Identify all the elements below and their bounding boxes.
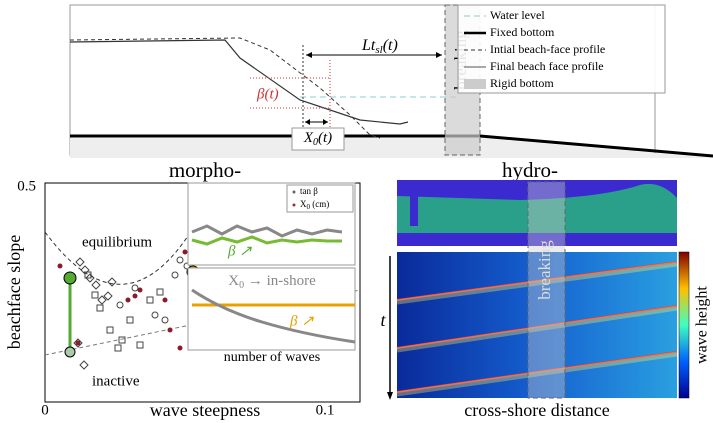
point bbox=[136, 341, 144, 349]
point bbox=[146, 296, 154, 304]
y-axis-label: beachface slope bbox=[4, 235, 24, 349]
point bbox=[177, 345, 183, 351]
point bbox=[137, 287, 143, 293]
point bbox=[126, 316, 134, 324]
time-axis-label: t bbox=[380, 310, 386, 330]
top-panel: breaking Ltsl(t) β(t) X0(t) Water levelF… bbox=[69, 4, 713, 158]
point bbox=[118, 336, 126, 344]
point bbox=[96, 304, 104, 312]
inset-x-label: number of waves bbox=[224, 350, 320, 365]
legend-entry: X0 (cm) bbox=[300, 199, 329, 211]
beta-label: β(t) bbox=[256, 86, 279, 102]
legend-entry: Water level bbox=[490, 8, 545, 22]
point bbox=[103, 291, 113, 301]
lt-label: Ltsl(t) bbox=[361, 37, 398, 56]
point bbox=[182, 249, 188, 255]
inset-label: β ↗ bbox=[289, 313, 314, 329]
point bbox=[91, 280, 101, 290]
point bbox=[167, 327, 173, 333]
point bbox=[176, 256, 184, 264]
point bbox=[75, 340, 81, 346]
legend-entry: Final beach face profile bbox=[490, 59, 604, 73]
legend-entry: tan β bbox=[300, 186, 318, 196]
legend-swatch bbox=[464, 79, 486, 89]
point bbox=[151, 311, 159, 319]
point bbox=[131, 284, 139, 292]
point bbox=[161, 316, 169, 324]
point bbox=[107, 277, 117, 287]
annotation: inactive bbox=[92, 373, 140, 389]
legend-entry: Intial beach-face profile bbox=[490, 42, 605, 56]
point bbox=[97, 295, 107, 305]
x-axis-label: cross-shore distance bbox=[464, 400, 609, 420]
y-tick-label: 0.5 bbox=[17, 178, 36, 194]
x-axis-label: wave steepness bbox=[150, 400, 260, 420]
point bbox=[79, 360, 89, 370]
point bbox=[114, 344, 122, 352]
inset-label: X0 → in-shore bbox=[228, 273, 316, 291]
point bbox=[162, 297, 168, 303]
point bbox=[91, 291, 99, 299]
point bbox=[106, 326, 114, 334]
x0-label: X0(t) bbox=[303, 130, 332, 148]
point bbox=[132, 293, 138, 299]
hydro-panel: breaking wave height t cross-shore dista… bbox=[380, 180, 711, 420]
section-label: hydro- bbox=[502, 158, 558, 182]
legend-entry: Rigid bottom bbox=[490, 76, 554, 90]
point bbox=[85, 273, 95, 283]
legend-entry: Fixed bottom bbox=[490, 25, 555, 39]
scatter-panel: equilibrium inactive 0.5 0 0.1 wave stee… bbox=[4, 178, 361, 420]
inset-label: β ↗ bbox=[227, 243, 252, 259]
point bbox=[73, 338, 83, 348]
point bbox=[183, 262, 191, 270]
point bbox=[57, 263, 63, 269]
point bbox=[125, 297, 131, 303]
point bbox=[156, 288, 164, 296]
annotation: equilibrium bbox=[82, 234, 152, 250]
point bbox=[75, 257, 85, 267]
point bbox=[80, 265, 90, 275]
colorbar-label: wave height bbox=[694, 286, 711, 364]
point bbox=[116, 301, 124, 309]
x-tick-label: 0 bbox=[41, 402, 49, 418]
x-tick-label: 0.1 bbox=[316, 402, 335, 418]
section-label: morpho- bbox=[169, 158, 241, 182]
breaking-label: breaking bbox=[535, 240, 554, 300]
point bbox=[171, 271, 179, 279]
